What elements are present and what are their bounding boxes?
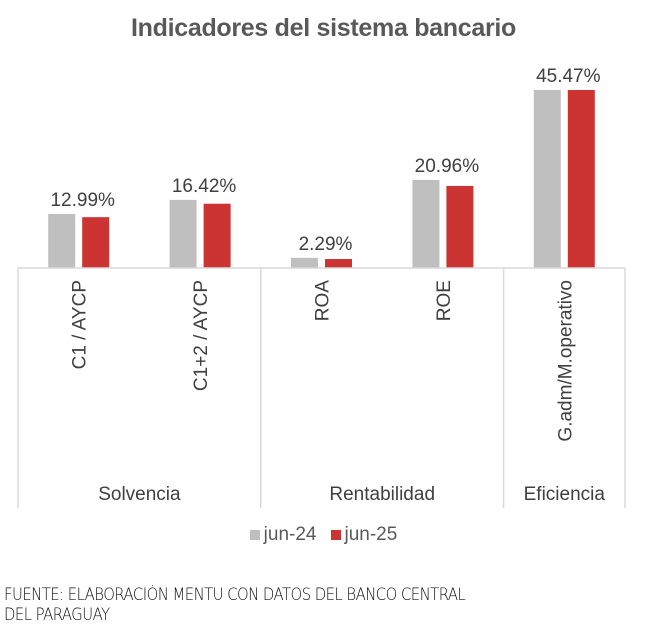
category-axis: C1 / AYCP C1+2 / AYCP ROA ROE G.adm/M.operat… bbox=[17, 267, 626, 508]
legend-label-jun-25: jun-25 bbox=[344, 524, 398, 545]
source-line-2: DEL PARAGUAY bbox=[4, 605, 110, 624]
legend: jun-24 jun-25 bbox=[0, 524, 647, 546]
category-label-c1-2-aycp: C1+2 / AYCP bbox=[191, 280, 212, 391]
bar-jun-24-c1-aycp bbox=[48, 213, 76, 268]
bar-jun-25-roa bbox=[325, 259, 352, 268]
legend-label-jun-24: jun-24 bbox=[263, 524, 317, 545]
bar-jun-24-g-adm-m-operativo bbox=[533, 89, 561, 268]
bars-layer bbox=[48, 89, 595, 268]
data-labels-layer: 12.99% 16.42% 2.29% 20.96% 45.47% bbox=[50, 66, 600, 255]
data-label-roe: 20.96% bbox=[415, 156, 480, 177]
bar-jun-24-c1-2-aycp bbox=[169, 199, 197, 268]
category-label-roa: ROA bbox=[313, 280, 334, 322]
source-line-1: FUENTE: ELABORACIÓN MENTU CON DATOS DEL … bbox=[4, 585, 466, 604]
bar-jun-25-c1-2-aycp bbox=[203, 203, 231, 268]
source-note: FUENTE: ELABORACIÓN MENTU CON DATOS DEL … bbox=[4, 585, 634, 625]
category-label-g-adm-m-operativo: G.adm/M.operativo bbox=[555, 280, 576, 442]
group-label-rentabilidad: Rentabilidad bbox=[329, 484, 435, 505]
chart-title: Indicadores del sistema bancario bbox=[131, 14, 516, 42]
category-label-roe: ROE bbox=[434, 280, 455, 321]
bar-jun-25-c1-aycp bbox=[82, 217, 110, 268]
group-label-eficiencia: Eficiencia bbox=[524, 484, 606, 505]
bar-jun-24-roa bbox=[291, 257, 318, 268]
data-label-c1-2-aycp: 16.42% bbox=[172, 176, 237, 197]
bar-jun-24-roe bbox=[412, 179, 440, 268]
bar-jun-25-roe bbox=[446, 185, 474, 268]
data-label-roa: 2.29% bbox=[299, 234, 353, 255]
data-label-g-adm-m-operativo: 45.47% bbox=[536, 66, 601, 87]
bar-jun-25-g-adm-m-operativo bbox=[567, 90, 595, 268]
category-label-c1-aycp: C1 / AYCP bbox=[70, 280, 91, 369]
legend-item-jun-25: jun-25 bbox=[330, 524, 398, 546]
legend-swatch-jun-24 bbox=[249, 530, 260, 540]
data-label-c1-aycp: 12.99% bbox=[50, 190, 115, 211]
bar-chart: 12.99%16.42%2.29%20.96%45.47% C1 / AYCP C… bbox=[17, 66, 626, 508]
group-label-solvencia: Solvencia bbox=[98, 484, 181, 505]
legend-item-jun-24: jun-24 bbox=[249, 524, 317, 546]
legend-swatch-jun-25 bbox=[330, 530, 341, 540]
